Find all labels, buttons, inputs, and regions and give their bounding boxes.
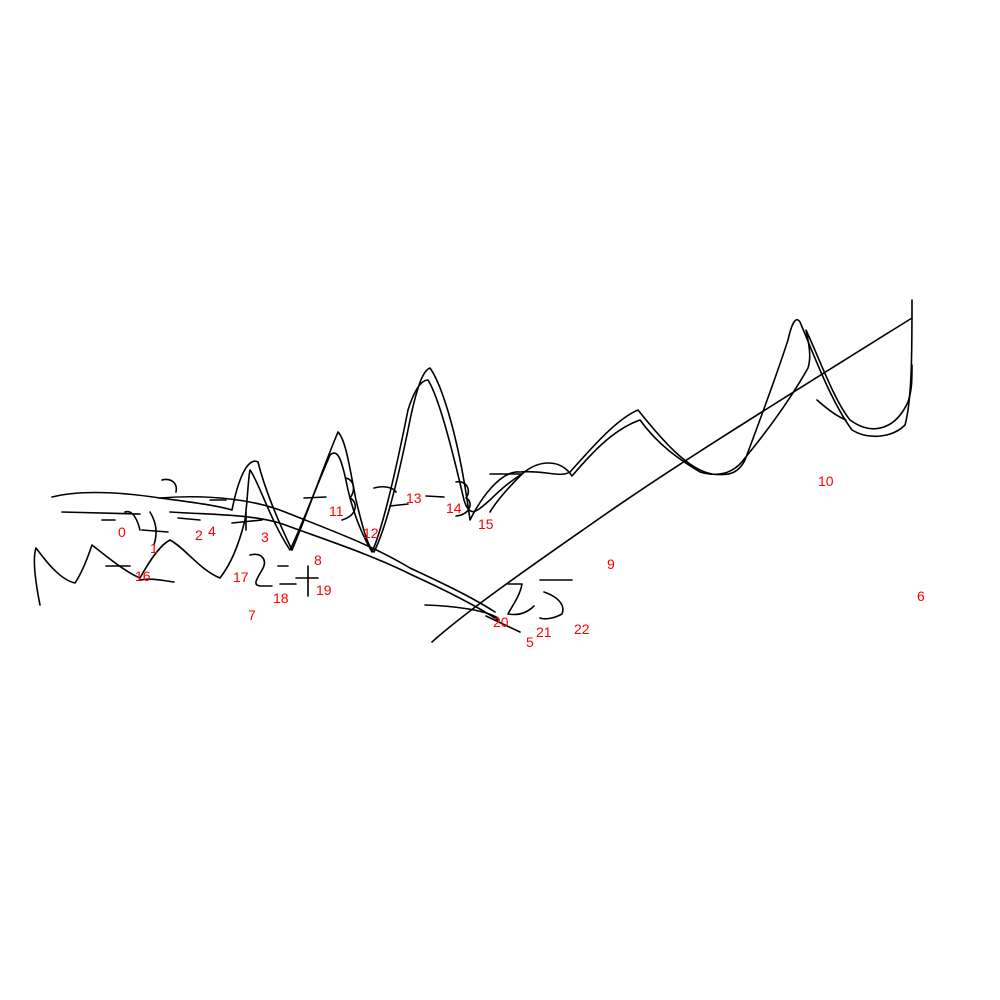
- scribble-16: [105, 565, 175, 583]
- label-19: 19: [316, 582, 332, 598]
- scribble-0: [61, 510, 141, 531]
- label-10: 10: [818, 473, 834, 489]
- ink-strokes: [33, 299, 913, 643]
- label-21: 21: [536, 624, 552, 640]
- diagonal-line: [431, 317, 913, 643]
- label-9: 9: [607, 556, 615, 572]
- scribble-15: [489, 473, 523, 513]
- label-17: 17: [233, 569, 249, 585]
- wave-stroke-upper: [51, 299, 913, 553]
- label-11: 11: [329, 503, 344, 519]
- label-4: 4: [208, 523, 216, 539]
- scribble-13: [425, 480, 471, 517]
- label-18: 18: [273, 590, 289, 606]
- label-0: 0: [118, 524, 126, 540]
- scribble-11: [303, 477, 357, 521]
- label-12: 12: [363, 525, 379, 541]
- scribble-2: [161, 478, 227, 521]
- scribble-8: [277, 565, 319, 597]
- label-14: 14: [446, 500, 462, 516]
- label-22: 22: [574, 621, 590, 637]
- label-6: 6: [917, 588, 925, 604]
- descending-band-top: [159, 496, 496, 613]
- scribble-12: [373, 485, 409, 507]
- bottom-hook: [424, 604, 521, 633]
- label-1: 1: [150, 540, 158, 556]
- label-5: 5: [526, 634, 534, 650]
- label-2: 2: [195, 527, 203, 543]
- label-3: 3: [261, 529, 269, 545]
- label-8: 8: [314, 552, 322, 568]
- label-20: 20: [493, 614, 509, 630]
- label-15: 15: [478, 516, 494, 532]
- scribble-3: [231, 511, 263, 531]
- wave-stroke-lower: [33, 329, 913, 606]
- scribble-1: [141, 511, 169, 546]
- label-13: 13: [406, 490, 422, 506]
- scribble-10: [816, 399, 847, 421]
- scribble-20-22: [507, 579, 573, 620]
- label-7: 7: [248, 607, 256, 623]
- label-16: 16: [135, 568, 151, 584]
- descending-band-bottom: [169, 511, 499, 621]
- scribble-7: [249, 553, 273, 587]
- node-labels: 0 1 2 3 4 5 6 7 8 9 10 11 12 13 14 15 16…: [118, 473, 925, 650]
